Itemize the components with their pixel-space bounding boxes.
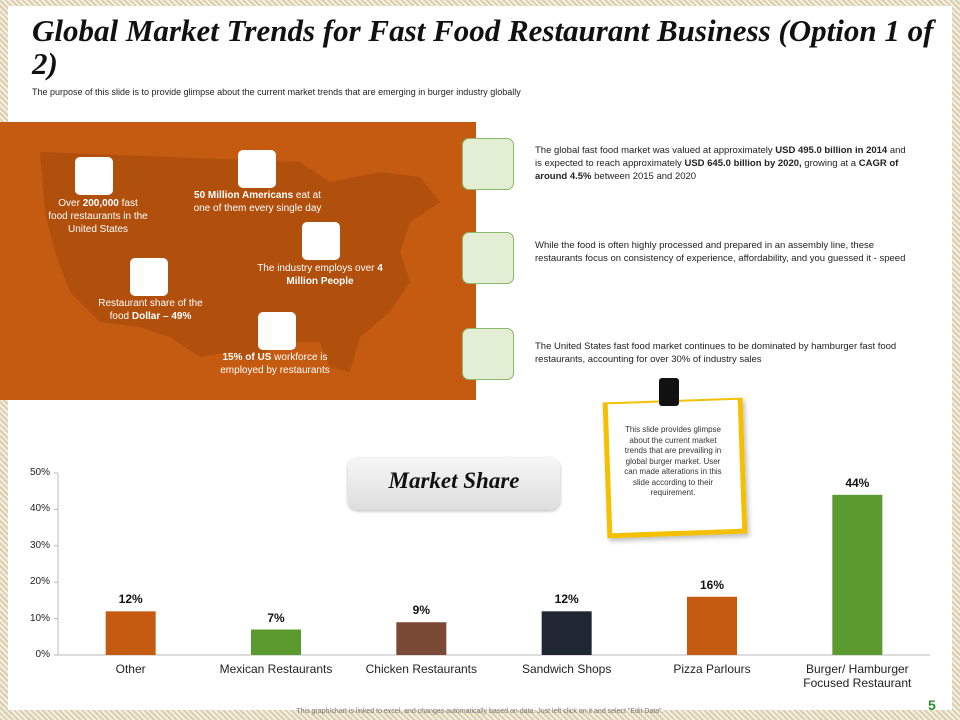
bold-part: 50 Million Americans [194, 190, 294, 201]
value-label: 9% [412, 603, 430, 618]
bold-part: CAGR of around 4.5% [535, 158, 899, 182]
trend-icon [462, 328, 514, 380]
page-number: 5 [928, 697, 936, 713]
text-part: and is expected to reach approximately [535, 145, 906, 169]
footer-note: This graph/chart is linked to excel, and… [296, 708, 664, 715]
map-shape [40, 152, 440, 372]
bold-part: 15% of US [222, 352, 272, 363]
map-stat: Over 200,000 fast food restaurants in th… [48, 197, 148, 236]
y-tick-label: 50% [29, 467, 50, 478]
text-part: growing at a [801, 158, 859, 169]
y-tick-label: 10% [29, 612, 50, 624]
bold-part: 200,000 [82, 198, 119, 209]
trend-text: The global fast food market was valued a… [535, 144, 915, 183]
title: Global Market Trends for Fast Food Resta… [32, 13, 934, 81]
text-part: Restaurant share of the food [98, 298, 203, 322]
y-tick-label: 0% [35, 649, 50, 660]
value-label: 16% [699, 577, 725, 592]
y-tick-label: 40% [29, 503, 50, 515]
map-stat: 15% of US workforce is employed by resta… [210, 351, 340, 377]
value-label: 7% [267, 610, 285, 625]
chart-title-box [348, 458, 560, 510]
us-map [40, 152, 440, 372]
bold-part: 4 Million People [286, 263, 383, 287]
bar [687, 596, 737, 655]
icon [302, 222, 340, 260]
map-stat: Restaurant share of the food Dollar – 49… [88, 297, 213, 323]
x-tick-label: Chicken Restaurants [365, 662, 478, 676]
bar [396, 622, 447, 655]
bold-part: USD 495.0 billion in 2014 [775, 145, 888, 156]
bar [541, 611, 592, 655]
x-tick-label: Mexican Restaurants [219, 662, 333, 676]
icon [130, 258, 168, 296]
bar [105, 611, 156, 655]
text-part: The global fast food market was valued a… [535, 145, 776, 156]
x-tick-label: Other [115, 662, 146, 676]
binder-clip [659, 378, 679, 406]
y-tick-label: 30% [29, 539, 50, 551]
text-part: While the food is often highly processed… [535, 240, 906, 264]
value-label: 44% [845, 475, 870, 490]
bold-part: USD 645.0 billion by 2020, [684, 158, 802, 169]
trend-text: While the food is often highly processed… [535, 239, 915, 265]
value-label: 12% [554, 592, 579, 607]
text-part: fast food restaurants in the United Stat… [48, 198, 148, 235]
x-tick-label: Pizza Parlours [673, 662, 751, 676]
trend-text: The United States fast food market conti… [535, 340, 905, 366]
trend-icon [462, 232, 514, 284]
map-stat: 50 Million Americans eat at one of them … [185, 189, 330, 215]
x-tick-label: Burger/ Hamburger Focused Restaurant [803, 662, 912, 690]
subtitle: The purpose of this slide is to provide … [32, 87, 521, 97]
icon [75, 157, 113, 195]
bar [832, 494, 883, 655]
trend-icon [462, 138, 514, 190]
chart-title: Market Share [388, 468, 520, 493]
map-stat: The industry employs over 4 Million Peop… [255, 262, 385, 288]
text-part: The United States fast food market conti… [535, 341, 897, 365]
y-tick-label: 20% [29, 576, 50, 588]
icon [238, 150, 276, 188]
value-label: 12% [118, 592, 143, 607]
text-part: between 2015 and 2020 [591, 171, 697, 182]
x-tick-label: Sandwich Shops [521, 662, 612, 676]
text-part: workforce is employed by restaurants [220, 352, 330, 376]
icon [258, 312, 296, 350]
bar [251, 629, 301, 655]
text-part: eat at one of them every single day [193, 190, 322, 214]
bold-part: Dollar – 49% [131, 311, 192, 322]
map-panel [0, 122, 476, 400]
note-text: This slide provides glimpse about the cu… [624, 425, 722, 497]
text-part: Over [58, 198, 83, 209]
text-part: The industry employs over [257, 263, 378, 274]
